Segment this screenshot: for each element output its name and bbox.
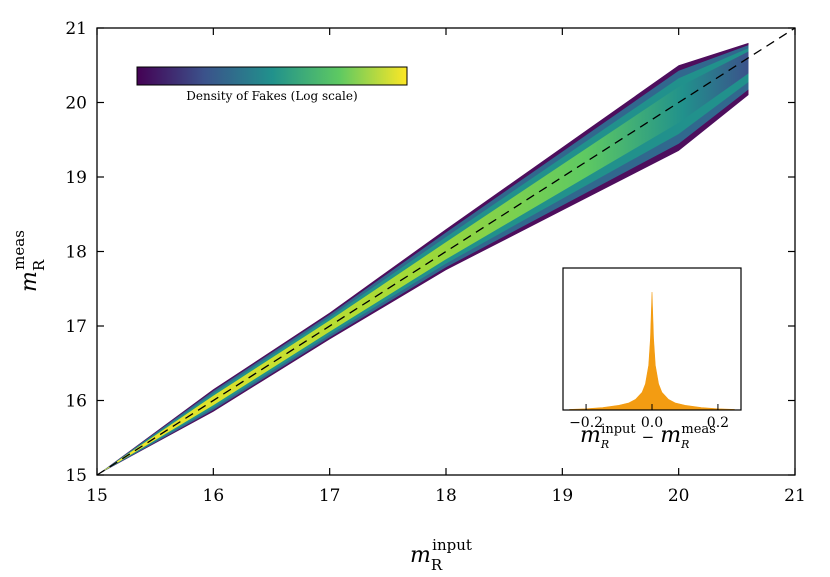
inset-x-axis-title: mRinput − mRmeas: [580, 422, 716, 451]
inset-x-ticks: −0.2 0.0 0.2: [569, 404, 729, 431]
y-axis-ticks: 15 16 17 18 19 20 21: [65, 19, 795, 486]
inset-tick-label: 0.0: [641, 415, 663, 431]
y-axis-title: mRmeas: [10, 230, 48, 292]
y-tick-label: 20: [65, 94, 87, 114]
density-ridge: [97, 42, 749, 475]
inset-tick-label: −0.2: [569, 415, 603, 431]
inset-histogram: [569, 291, 735, 411]
colorbar-label: Density of Fakes (Log scale): [186, 89, 357, 103]
y-tick-label: 17: [65, 317, 87, 337]
inset-plot: −0.2 0.0 0.2 mRinput − mRmeas: [562, 267, 742, 451]
x-tick-label: 20: [668, 486, 690, 506]
x-tick-label: 17: [319, 486, 341, 506]
main-plot: 15 16 17 18 19 20 21 15 16 17 18 19 20 21 mRinput mR…: [10, 19, 806, 574]
y-tick-label: 16: [65, 392, 87, 412]
y-tick-label: 15: [65, 466, 87, 486]
reference-line: [96, 27, 796, 476]
colorbar: [136, 66, 408, 86]
ridge-core: [97, 51, 749, 475]
inset-tick-label: 0.2: [707, 415, 729, 431]
x-tick-label: 21: [784, 486, 806, 506]
x-axis-title: mRinput: [410, 536, 472, 574]
x-tick-label: 16: [203, 486, 225, 506]
x-tick-label: 15: [86, 486, 108, 506]
x-tick-label: 19: [552, 486, 574, 506]
y-tick-label: 19: [65, 168, 87, 188]
x-tick-label: 18: [435, 486, 457, 506]
x-axis-ticks: 15 16 17 18 19 20 21: [86, 28, 806, 506]
y-tick-label: 21: [65, 19, 87, 39]
y-tick-label: 18: [65, 243, 87, 263]
